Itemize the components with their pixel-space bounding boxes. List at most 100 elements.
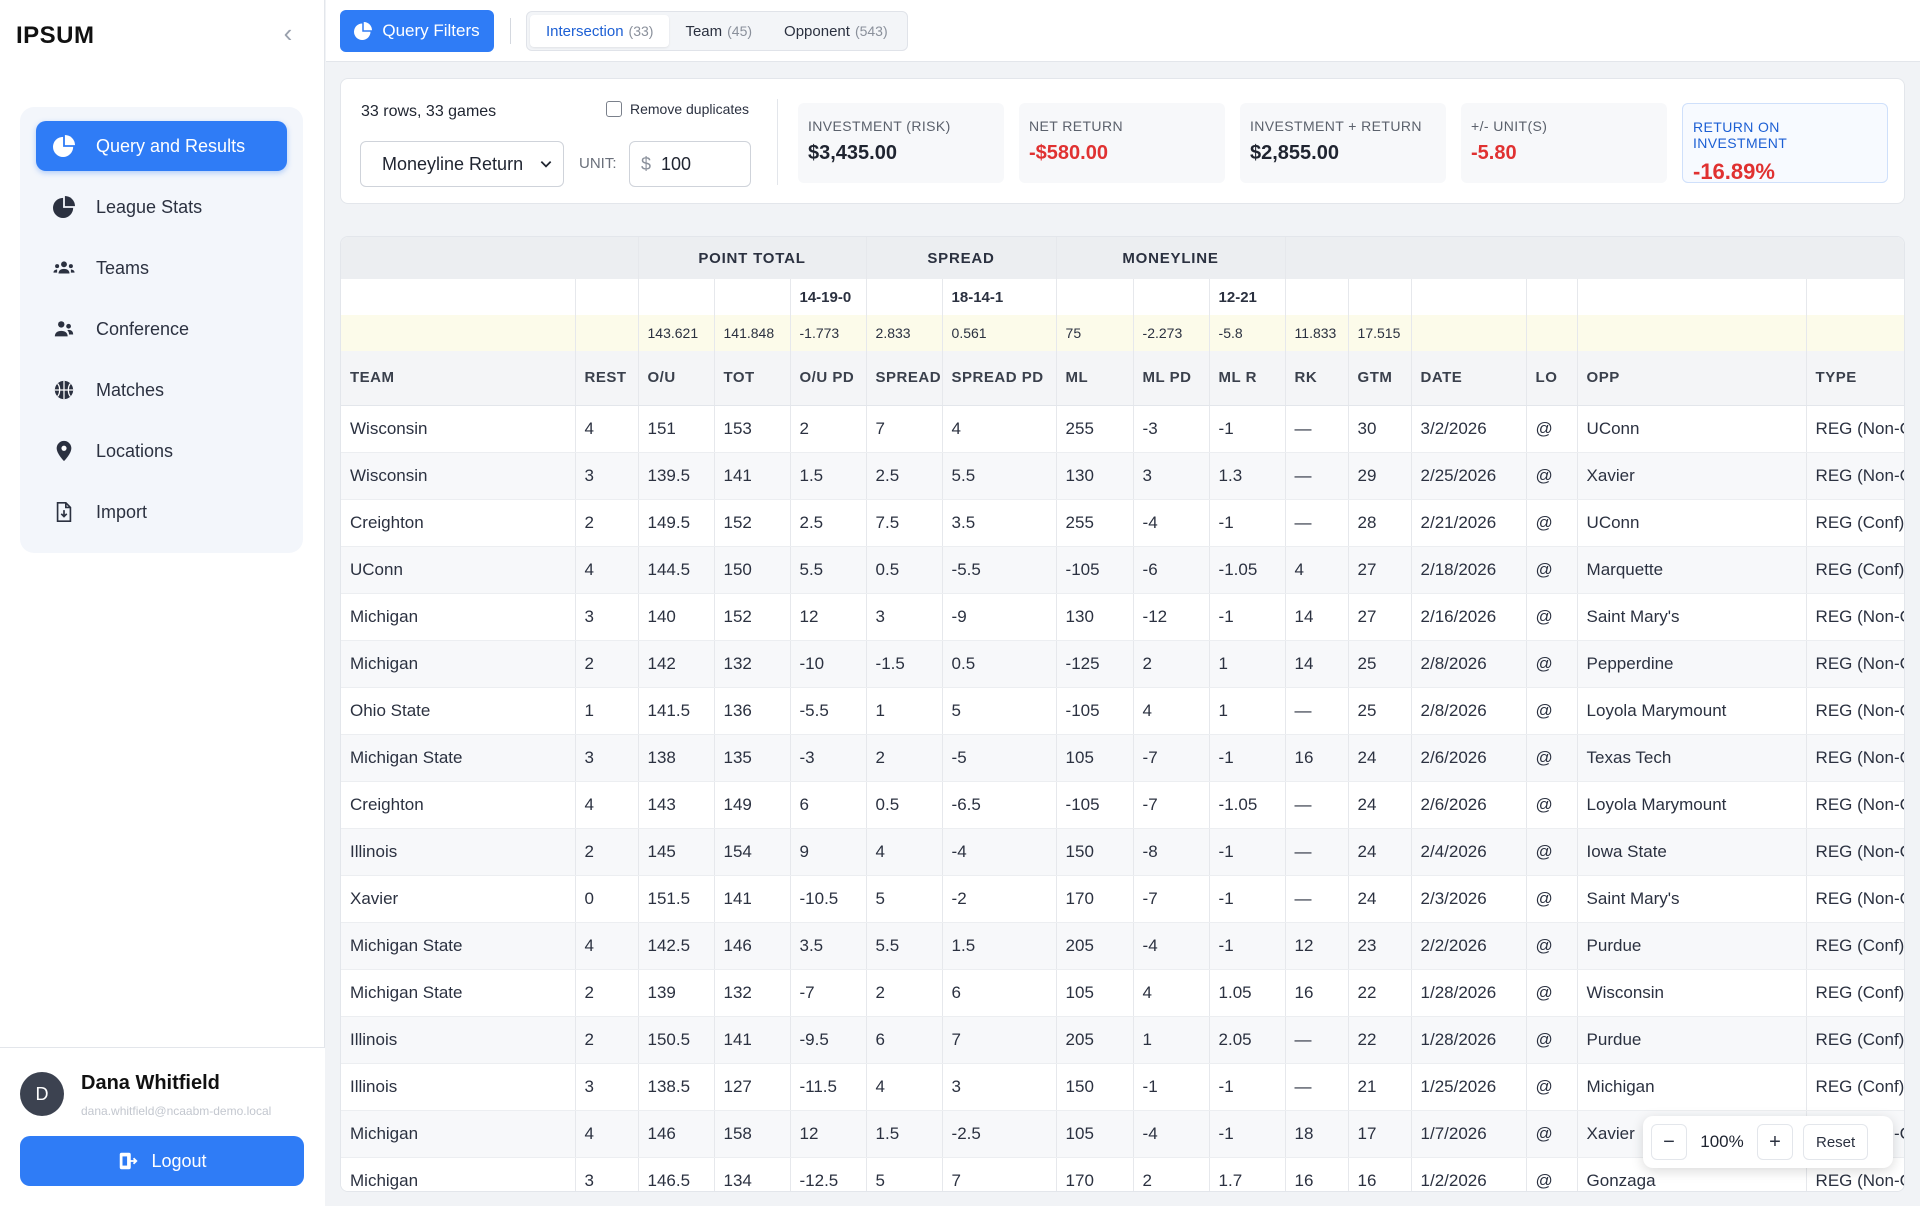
sidebar-item-import[interactable]: Import (36, 487, 287, 537)
average-cell: 143.621 (638, 315, 715, 351)
return-type-select[interactable]: Moneyline Return (360, 141, 564, 187)
column-header-o-u[interactable]: O/U (638, 351, 715, 406)
table-row[interactable]: Ohio State 1 141.5 136 -5.5 1 5 -105 4 1—25 2/8/20… (341, 687, 1904, 735)
table-cell: @ (1526, 546, 1578, 594)
column-header-ml-pd[interactable]: ML PD (1133, 351, 1210, 406)
table-row[interactable]: Michigan State 4 142.5 146 3.5 5.5 1.5 205 -4 -1 1… (341, 922, 1904, 970)
table-cell: REG (Non-Conf) (1806, 875, 1904, 923)
table-cell: 21 (1348, 1063, 1412, 1111)
zoom-in-button[interactable]: + (1757, 1124, 1793, 1160)
table-row[interactable]: Creighton 2 149.5 152 2.5 7.5 3.5 255 -4 -1—28 2/2… (341, 499, 1904, 547)
column-header-rest[interactable]: REST (575, 351, 639, 406)
table-row[interactable]: Wisconsin 3 139.5 141 1.5 2.5 5.5 130 3 1.3—29 2/2… (341, 452, 1904, 500)
table-cell: -7 (1133, 734, 1210, 782)
unit-input[interactable]: $ 100 (629, 141, 751, 187)
table-row[interactable]: Creighton 4 143 149 6 0.5 -6.5 -105 -7 -1.05—24 2/… (341, 781, 1904, 829)
table-cell: 16 (1348, 1157, 1412, 1191)
group-header-moneyline: MONEYLINE (1056, 237, 1286, 279)
table-row[interactable]: Michigan State 3 138 135 -3 2 -5 105 -7 -1 16 24 2/6… (341, 734, 1904, 782)
column-header-gtm[interactable]: GTM (1348, 351, 1412, 406)
results-table: POINT TOTAL SPREAD MONEYLINE 14-19-0 18-… (341, 237, 1904, 1191)
tab-count: (33) (628, 23, 654, 39)
record-cell (1526, 279, 1578, 315)
column-header-ml-r[interactable]: ML R (1209, 351, 1286, 406)
table-cell: Michigan (341, 640, 576, 688)
column-header-rk[interactable]: RK (1285, 351, 1349, 406)
table-cell: 4 (575, 546, 639, 594)
zoom-out-button[interactable]: − (1651, 1124, 1687, 1160)
table-cell: Marquette (1577, 546, 1807, 594)
logout-button[interactable]: Logout (20, 1136, 304, 1186)
column-header-team[interactable]: TEAM (341, 351, 576, 406)
table-cell: 0.5 (942, 640, 1057, 688)
table-cell: 3 (575, 1157, 639, 1191)
table-cell: 3 (575, 734, 639, 782)
table-row[interactable]: UConn 4 144.5 150 5.5 0.5 -5.5 -105 -6 -1.05 4 27 2/… (341, 546, 1904, 594)
tab-intersection[interactable]: Intersection (33) (530, 15, 670, 47)
table-cell: Wisconsin (341, 405, 576, 453)
sidebar-item-locations[interactable]: Locations (36, 426, 287, 476)
table-cell: 4 (1133, 687, 1210, 735)
table-cell: Illinois (341, 1063, 576, 1111)
table-cell: 205 (1056, 1016, 1134, 1064)
table-cell: 3 (1133, 452, 1210, 500)
column-header-spread[interactable]: SPREAD (866, 351, 943, 406)
table-cell: -5.5 (942, 546, 1057, 594)
table-cell: 1 (1209, 687, 1286, 735)
user-group-icon (52, 317, 76, 341)
avatar[interactable]: D (20, 1072, 64, 1116)
sidebar-item-teams[interactable]: Teams (36, 243, 287, 293)
table-row[interactable]: Michigan 3 140 152 12 3 -9 130 -12 -1 14 27 2/16/202… (341, 593, 1904, 641)
table-cell: -5.5 (790, 687, 867, 735)
tab-opponent[interactable]: Opponent (543) (768, 15, 904, 47)
table-cell: 3.5 (790, 922, 867, 970)
column-header-spread-pd[interactable]: SPREAD PD (942, 351, 1057, 406)
table-row[interactable]: Illinois 3 138.5 127 -11.5 4 3 150 -1 -1—21 1/25/2… (341, 1063, 1904, 1111)
metric-net-return: NET RETURN -$580.00 (1019, 103, 1225, 183)
table-body: Wisconsin 4 151 153 2 7 4 255 -3 -1—30 3/2/2026 @ UC… (341, 405, 1904, 1191)
table-cell: REG (Conf) (1806, 499, 1904, 547)
column-header-type[interactable]: TYPE (1806, 351, 1904, 406)
table-cell: 130 (1056, 593, 1134, 641)
query-filters-button[interactable]: Query Filters (340, 10, 494, 52)
metric-value: $2,855.00 (1250, 142, 1339, 164)
table-row[interactable]: Xavier 0 151.5 141 -10.5 5 -2 170 -7 -1—24 2/3/202… (341, 875, 1904, 923)
users-icon (52, 256, 76, 280)
average-cell: -1.773 (790, 315, 867, 351)
remove-duplicates-checkbox[interactable]: Remove duplicates (606, 101, 749, 117)
sidebar-item-matches[interactable]: Matches (36, 365, 287, 415)
column-header-opp[interactable]: OPP (1577, 351, 1807, 406)
table-cell: -1.05 (1209, 781, 1286, 829)
table-cell: @ (1526, 687, 1578, 735)
logout-label: Logout (151, 1150, 207, 1171)
table-cell: 141 (714, 1016, 791, 1064)
table-cell: 2/8/2026 (1411, 687, 1527, 735)
table-cell: 1.5 (866, 1110, 943, 1158)
table-cell: 138 (638, 734, 715, 782)
table-cell: -1 (1209, 922, 1286, 970)
collapse-sidebar-chevron-icon[interactable]: ‹ (283, 18, 293, 48)
column-header-tot[interactable]: TOT (714, 351, 791, 406)
tab-label: Opponent (784, 22, 850, 40)
zoom-reset-button[interactable]: Reset (1803, 1124, 1869, 1160)
column-header-ml[interactable]: ML (1056, 351, 1134, 406)
tab-team[interactable]: Team (45) (669, 15, 768, 47)
column-header-o-u-pd[interactable]: O/U PD (790, 351, 867, 406)
column-header-lo[interactable]: LO (1526, 351, 1578, 406)
table-cell: — (1285, 1016, 1349, 1064)
column-header-date[interactable]: DATE (1411, 351, 1527, 406)
sidebar-item-query-and-results[interactable]: Query and Results (36, 121, 287, 171)
table-cell: 2/25/2026 (1411, 452, 1527, 500)
table-row[interactable]: Illinois 2 145 154 9 4 -4 150 -8 -1—24 2/4/2026 @ Io… (341, 828, 1904, 876)
sidebar-item-league-stats[interactable]: League Stats (36, 182, 287, 232)
sidebar-item-label: Conference (96, 318, 190, 339)
results-table-container[interactable]: POINT TOTAL SPREAD MONEYLINE 14-19-0 18-… (340, 236, 1905, 1192)
table-cell: 146 (638, 1110, 715, 1158)
checkbox-box[interactable] (606, 101, 622, 117)
table-row[interactable]: Michigan 2 142 132 -10 -1.5 0.5 -125 2 1 14 25 2/8/2… (341, 640, 1904, 688)
table-row[interactable]: Michigan 3 146.5 134 -12.5 5 7 170 2 1.7 16 16 1/2/2… (341, 1157, 1904, 1191)
sidebar-item-conference[interactable]: Conference (36, 304, 287, 354)
table-row[interactable]: Wisconsin 4 151 153 2 7 4 255 -3 -1—30 3/2/2026 @ UC… (341, 405, 1904, 453)
table-row[interactable]: Michigan State 2 139 132 -7 2 6 105 4 1.05 16 22 1/2… (341, 969, 1904, 1017)
table-row[interactable]: Illinois 2 150.5 141 -9.5 6 7 205 1 2.05—22 1/28/2… (341, 1016, 1904, 1064)
